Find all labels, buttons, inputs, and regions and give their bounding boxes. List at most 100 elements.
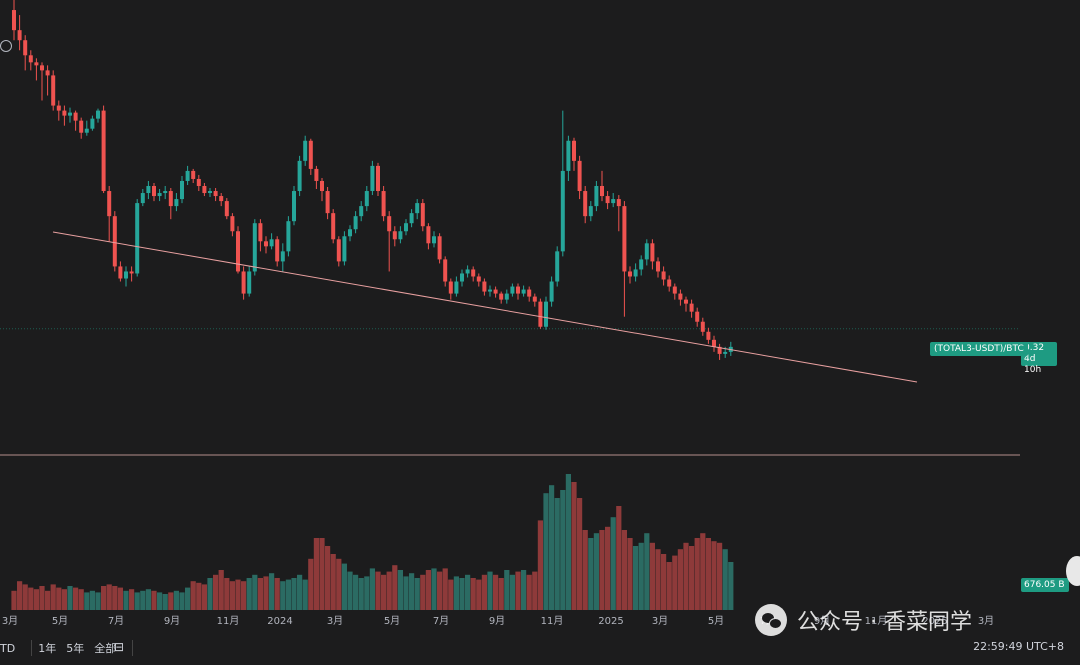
candle-body: [700, 321, 705, 332]
volume-bar: [308, 558, 314, 610]
candle-body: [532, 296, 537, 302]
x-tick-label: 2025: [922, 616, 947, 627]
candle-body: [516, 286, 520, 294]
candle-body: [286, 221, 291, 252]
trendline: [52, 231, 918, 383]
candle-body: [723, 351, 728, 354]
candle-body: [303, 140, 308, 161]
volume-bar: [39, 586, 45, 610]
volume-bar: [705, 538, 711, 610]
volume-bar: [683, 542, 689, 610]
volume-bar: [140, 590, 146, 610]
volume-bar: [677, 549, 683, 610]
volume-bar: [369, 568, 375, 610]
volume-bar: [285, 579, 291, 610]
candle-body: [387, 216, 392, 232]
x-tick-label: 2024: [267, 616, 292, 627]
volume-bar: [728, 562, 734, 610]
volume-bar: [560, 490, 566, 610]
side-avatar[interactable]: [1066, 556, 1080, 586]
candle-body: [28, 55, 33, 63]
clock: 22:59:49 UTC+8: [973, 640, 1064, 653]
candle-body: [224, 201, 229, 217]
date-range-icon[interactable]: ⊟: [114, 640, 125, 654]
candle-body: [208, 191, 212, 194]
volume-tag: 676.05 B: [1021, 578, 1069, 592]
volume-bar: [554, 498, 560, 610]
candle-body: [656, 261, 660, 272]
volume-bar: [476, 579, 482, 610]
candle-body: [454, 281, 459, 294]
x-tick-label: 3月: [978, 615, 994, 627]
candle-body: [600, 186, 604, 197]
volume-bar: [532, 571, 538, 610]
range-all[interactable]: 全部: [94, 642, 117, 655]
volume-bar: [717, 542, 723, 610]
volume-bar: [157, 592, 163, 610]
volume-bar: [582, 530, 588, 610]
volume-bar: [353, 574, 359, 610]
candle-body: [68, 112, 72, 116]
volume-bar: [95, 592, 101, 610]
candle-body: [51, 75, 56, 106]
volume-bar: [621, 530, 627, 610]
candle-body: [112, 216, 117, 267]
candle-body: [292, 191, 296, 222]
candle-body: [213, 191, 218, 197]
volume-bar: [134, 592, 140, 610]
volume-bar: [274, 578, 280, 610]
candle-body: [325, 191, 330, 214]
candle-body: [398, 231, 403, 240]
candle-body: [23, 40, 28, 56]
candle-body: [107, 191, 112, 217]
candle-body: [628, 271, 632, 277]
volume-bar: [577, 498, 583, 610]
volume-bar: [403, 576, 409, 610]
watermark-text: 公众号 · 香菜同学: [797, 610, 972, 635]
volume-bar: [616, 506, 622, 610]
volume-bar: [392, 565, 398, 610]
volume-bar: [89, 590, 95, 610]
volume-bar: [117, 587, 123, 610]
x-tick-label: 5月: [52, 615, 68, 627]
volume-bar: [722, 549, 728, 610]
volume-bar: [17, 581, 23, 610]
range-td[interactable]: TD: [0, 641, 16, 655]
candle-body: [376, 165, 380, 192]
candle-body: [79, 120, 84, 133]
wechat-logo-icon: [755, 604, 787, 636]
volume-bar: [588, 538, 594, 610]
volume-bar: [633, 546, 639, 610]
volume-bar: [347, 571, 353, 610]
volume-bar: [605, 526, 611, 610]
x-tick-label: 9月: [164, 615, 180, 627]
candle-body: [353, 216, 358, 230]
volume-bar: [224, 578, 230, 610]
volume-bar: [521, 570, 527, 610]
volume-bar: [409, 573, 415, 610]
candle-body: [717, 346, 722, 354]
divider: [132, 640, 134, 656]
candle-body: [252, 223, 257, 272]
x-tick-label: 2025: [598, 616, 623, 627]
candle-body: [196, 178, 201, 186]
volume-bar: [689, 546, 695, 610]
eye-icon[interactable]: [0, 40, 12, 52]
candle-body: [219, 196, 224, 202]
volume-bar: [252, 574, 258, 610]
volume-bar: [431, 568, 437, 610]
volume-bar: [162, 594, 168, 610]
candle-body: [364, 191, 369, 207]
candle-body: [404, 223, 408, 232]
range-5y[interactable]: 5年: [66, 642, 85, 655]
candle-body: [616, 199, 621, 207]
candle-body: [56, 105, 61, 111]
volume-bar: [179, 592, 185, 610]
candle-body: [308, 140, 313, 169]
range-1y[interactable]: 1年: [38, 642, 57, 655]
volume-bar: [123, 590, 129, 610]
volume-bar: [280, 581, 286, 610]
volume-bar: [190, 581, 196, 610]
candle-body: [12, 10, 16, 31]
candle-body: [359, 206, 364, 217]
